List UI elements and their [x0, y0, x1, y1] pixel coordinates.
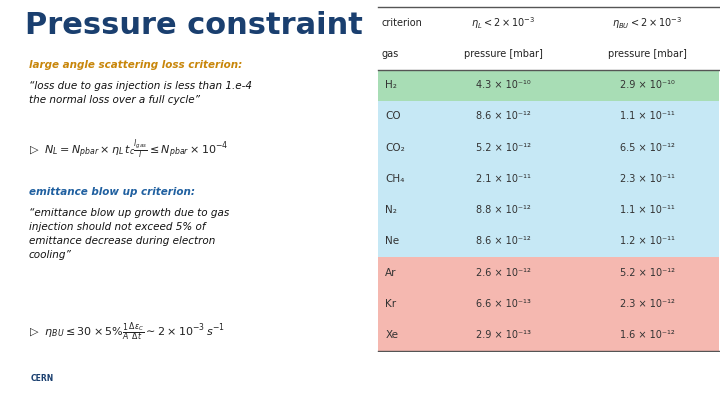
Text: Ar: Ar [385, 268, 397, 277]
Text: 6.5 × 10⁻¹²: 6.5 × 10⁻¹² [620, 143, 675, 153]
Text: 2.1 × 10⁻¹¹: 2.1 × 10⁻¹¹ [476, 174, 531, 184]
Text: 1.1 × 10⁻¹¹: 1.1 × 10⁻¹¹ [620, 205, 675, 215]
Bar [378, 288, 719, 320]
Text: gas: gas [382, 49, 399, 59]
Bar [378, 226, 719, 257]
Text: pressure [mbar]: pressure [mbar] [464, 49, 543, 59]
Text: 2.9 × 10⁻¹³: 2.9 × 10⁻¹³ [476, 330, 531, 340]
Bar [378, 257, 719, 288]
Text: 5.2 × 10⁻¹²: 5.2 × 10⁻¹² [476, 143, 531, 153]
Bar [378, 320, 719, 351]
Text: 2.9 × 10⁻¹⁰: 2.9 × 10⁻¹⁰ [620, 80, 675, 90]
Text: $\eta_L < 2\times 10^{-3}$: $\eta_L < 2\times 10^{-3}$ [471, 15, 536, 30]
Text: 9/24/2020: 9/24/2020 [209, 374, 266, 384]
Text: 8.6 × 10⁻¹²: 8.6 × 10⁻¹² [476, 111, 531, 122]
Text: emittance blow up criterion:: emittance blow up criterion: [29, 187, 195, 197]
Bar [378, 70, 719, 101]
Text: H₂: H₂ [385, 80, 397, 90]
Text: BI Day – Pierre Grandemange: BI Day – Pierre Grandemange [364, 374, 528, 384]
Bar [378, 7, 719, 70]
Text: 2.3 × 10⁻¹²: 2.3 × 10⁻¹² [620, 299, 675, 309]
Text: N₂: N₂ [385, 205, 397, 215]
Text: 1.6 × 10⁻¹²: 1.6 × 10⁻¹² [620, 330, 675, 340]
Text: criterion: criterion [382, 18, 423, 28]
Bar [378, 101, 719, 132]
Bar [378, 132, 719, 163]
Text: $\triangleright$  $N_L = N_{pbar} \times \eta_L\, t_c \frac{l_{gas}}{l} \leq N_{: $\triangleright$ $N_L = N_{pbar} \times … [29, 137, 228, 161]
Text: large angle scattering loss criterion:: large angle scattering loss criterion: [29, 60, 242, 70]
Text: pressure [mbar]: pressure [mbar] [608, 49, 686, 59]
Text: 22: 22 [677, 374, 691, 384]
Text: 8.6 × 10⁻¹²: 8.6 × 10⁻¹² [476, 236, 531, 246]
Text: CH₄: CH₄ [385, 174, 405, 184]
Bar [378, 163, 719, 194]
Text: 5.2 × 10⁻¹²: 5.2 × 10⁻¹² [619, 268, 675, 277]
Text: Kr: Kr [385, 299, 396, 309]
Text: “loss due to gas injection is less than 1.e-4
the normal loss over a full cycle”: “loss due to gas injection is less than … [29, 81, 252, 105]
Text: 2.6 × 10⁻¹²: 2.6 × 10⁻¹² [476, 268, 531, 277]
Text: $\eta_{BU} < 2\times 10^{-3}$: $\eta_{BU} < 2\times 10^{-3}$ [612, 15, 682, 30]
Text: 6.6 × 10⁻¹³: 6.6 × 10⁻¹³ [476, 299, 531, 309]
Bar [378, 194, 719, 226]
Text: $\triangleright$  $\eta_{BU} \leq 30 \times 5\% \frac{1}{A}\frac{\Delta\varepsil: $\triangleright$ $\eta_{BU} \leq 30 \tim… [29, 321, 225, 343]
Text: 4.3 × 10⁻¹⁰: 4.3 × 10⁻¹⁰ [476, 80, 531, 90]
Text: Pressure constraint: Pressure constraint [25, 11, 364, 40]
Text: CO: CO [385, 111, 401, 122]
Text: CERN: CERN [30, 374, 53, 383]
Text: Ne: Ne [385, 236, 400, 246]
Text: 1.2 × 10⁻¹¹: 1.2 × 10⁻¹¹ [620, 236, 675, 246]
Text: “emittance blow up growth due to gas
injection should not exceed 5% of
emittance: “emittance blow up growth due to gas inj… [29, 208, 229, 260]
Text: 8.8 × 10⁻¹²: 8.8 × 10⁻¹² [476, 205, 531, 215]
Text: 1.1 × 10⁻¹¹: 1.1 × 10⁻¹¹ [620, 111, 675, 122]
Text: 2.3 × 10⁻¹¹: 2.3 × 10⁻¹¹ [620, 174, 675, 184]
Text: Xe: Xe [385, 330, 398, 340]
Text: CO₂: CO₂ [385, 143, 405, 153]
FancyBboxPatch shape [0, 356, 85, 402]
